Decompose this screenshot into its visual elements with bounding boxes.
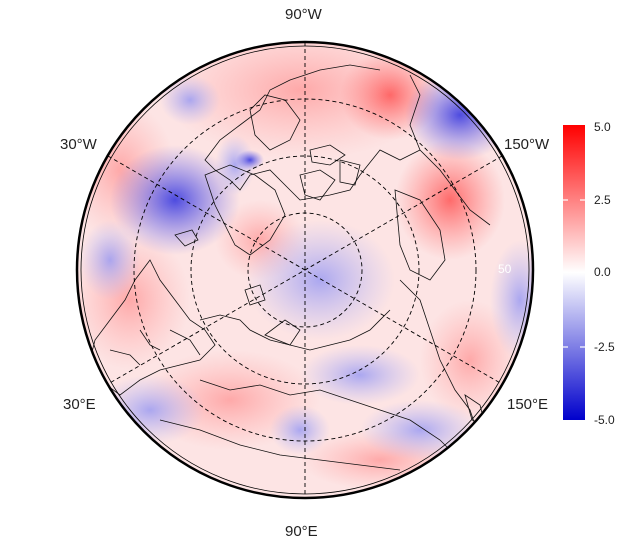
map-boundary bbox=[75, 40, 535, 500]
longitude-label-150e: 150°E bbox=[507, 396, 549, 413]
graticule bbox=[107, 42, 503, 498]
colorbar-ticks bbox=[563, 199, 585, 348]
colorbar-tick-label: 5.0 bbox=[594, 120, 611, 134]
longitude-label-150w: 150°W bbox=[504, 136, 550, 153]
colorbar-tick-label: -5.0 bbox=[594, 413, 615, 427]
meridian-line bbox=[107, 155, 503, 385]
longitude-label-30e: 30°E bbox=[63, 396, 96, 413]
latitude-label: 50 bbox=[498, 262, 512, 276]
colorbar bbox=[563, 125, 585, 420]
anomaly-field bbox=[77, 42, 533, 498]
longitude-label-90w: 90°W bbox=[285, 6, 322, 23]
colorbar-tick-label: 2.5 bbox=[594, 193, 611, 207]
colorbar-tick-label: 0.0 bbox=[594, 265, 611, 279]
longitude-label-90e: 90°E bbox=[285, 523, 318, 540]
longitude-label-30w: 30°W bbox=[60, 136, 97, 153]
colorbar-tick-label: -2.5 bbox=[594, 340, 615, 354]
latitude-circle bbox=[190, 155, 420, 385]
coastlines bbox=[89, 64, 491, 471]
map-inner-boundary bbox=[80, 45, 530, 495]
